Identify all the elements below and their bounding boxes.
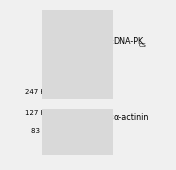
Text: 127 K–: 127 K– — [25, 110, 49, 116]
Text: DNA-PK: DNA-PK — [114, 38, 144, 47]
Text: 247 K–: 247 K– — [25, 89, 49, 95]
Text: CS: CS — [139, 43, 146, 48]
Text: α-actinin: α-actinin — [114, 113, 149, 122]
Text: 83 K–: 83 K– — [31, 128, 50, 134]
Text: A: A — [68, 20, 74, 29]
Text: B: B — [93, 20, 99, 29]
